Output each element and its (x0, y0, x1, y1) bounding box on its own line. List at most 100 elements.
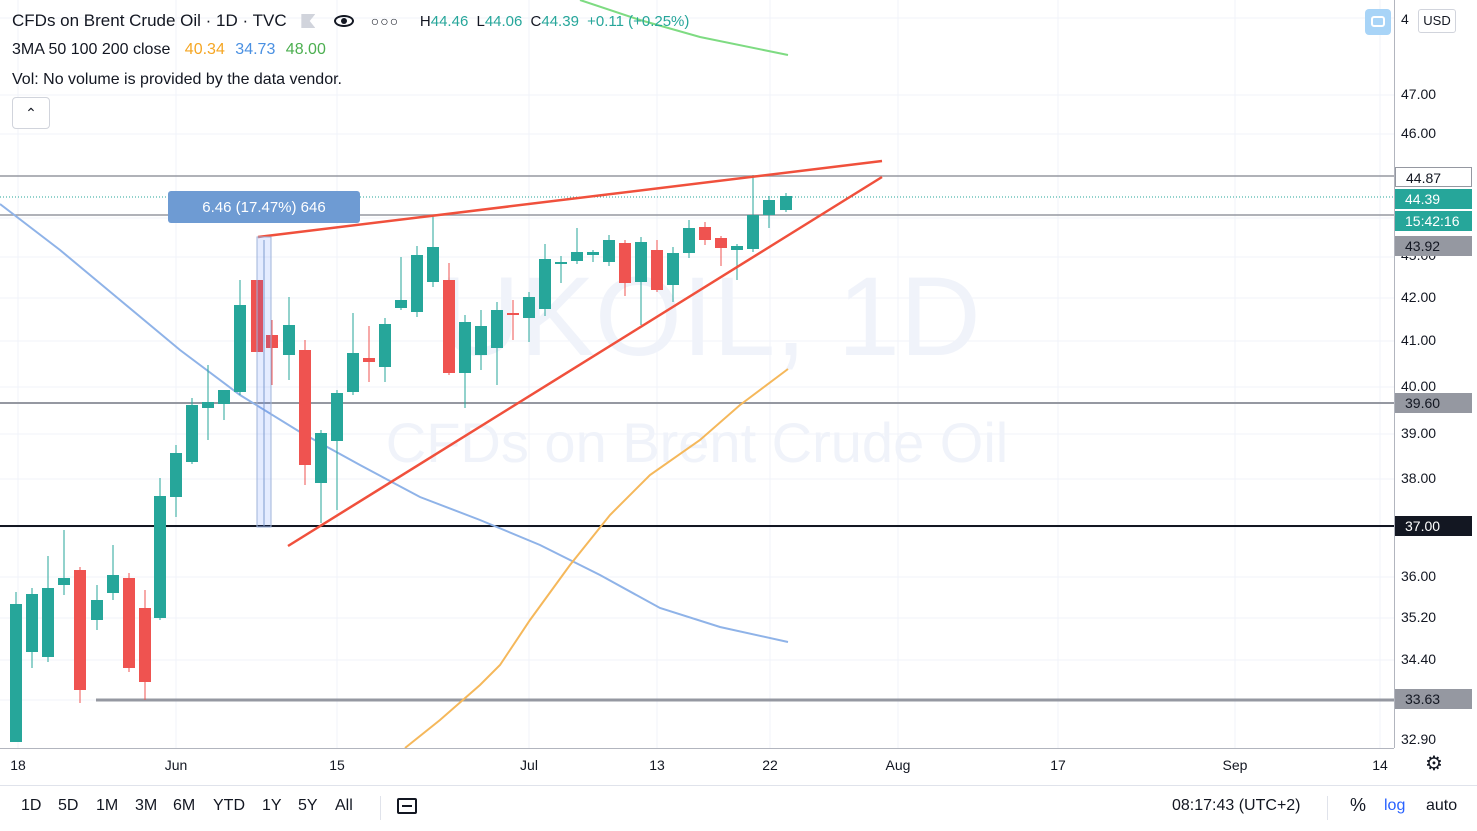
candle (186, 398, 198, 464)
date-range-icon[interactable] (397, 798, 417, 814)
candle (107, 545, 119, 600)
range-button-1d[interactable]: 1D (21, 797, 42, 814)
more-icon[interactable]: ○○○ (370, 13, 400, 29)
price-tag-level-high[interactable]: 44.87 (1395, 167, 1472, 187)
candle (475, 310, 487, 370)
price-tag-level-mid[interactable]: 43.92 (1395, 236, 1472, 256)
price-tag-level-low[interactable]: 33.63 (1395, 689, 1472, 709)
range-button-1m[interactable]: 1M (96, 797, 119, 814)
candle (491, 302, 503, 385)
price-tag-level-37[interactable]: 37.00 (1395, 516, 1472, 536)
time-tick: 18 (10, 757, 26, 773)
price-tick: 35.20 (1401, 609, 1437, 625)
ma100-line[interactable] (0, 203, 789, 643)
candle (539, 244, 551, 316)
price-tag-level-39[interactable]: 39.60 (1395, 393, 1472, 413)
price-tick: 47.00 (1401, 86, 1437, 102)
high-label: H (419, 13, 431, 30)
candle (283, 297, 295, 380)
price-tick: 36.00 (1401, 568, 1437, 584)
candle (58, 530, 70, 595)
range-button-6m[interactable]: 6M (173, 797, 196, 814)
lower-trend-line[interactable] (287, 175, 883, 548)
candle (683, 220, 695, 258)
time-tick: Sep (1222, 757, 1248, 773)
log-toggle[interactable]: log (1384, 797, 1406, 814)
ma200-value: 48.00 (285, 41, 326, 58)
ma200-line[interactable] (579, 0, 789, 56)
candle (443, 263, 455, 375)
range-button-1y[interactable]: 1Y (262, 797, 282, 814)
candle (427, 215, 439, 287)
chart-pane[interactable]: UKOIL, 1D CFDs on Brent Crude Oil 6.46 (… (0, 0, 1394, 748)
candle (139, 590, 151, 700)
time-tick: 13 (649, 757, 665, 773)
candle (74, 567, 86, 703)
ma100-value: 34.73 (235, 41, 276, 58)
price-tick: 39.00 (1401, 425, 1437, 441)
candle (395, 257, 407, 310)
time-tick: Jul (520, 757, 538, 773)
candle (715, 236, 727, 266)
ma50-value: 40.34 (184, 41, 225, 58)
percent-toggle[interactable]: % (1350, 795, 1367, 815)
price-tick: 38.00 (1401, 470, 1437, 486)
candle (651, 240, 663, 292)
price-chart[interactable]: UKOIL, 1D CFDs on Brent Crude Oil 6.46 (… (0, 0, 1394, 748)
candle (331, 390, 343, 510)
candle (315, 430, 327, 523)
price-tick: 46.00 (1401, 125, 1437, 141)
settings-gear-icon[interactable]: ⚙ (1425, 753, 1443, 775)
legend-ma-row[interactable]: 3MA 50 100 200 close 40.34 34.73 48.00 (12, 41, 326, 59)
time-tick: Jun (164, 757, 188, 773)
chevron-up-icon: ⌃ (25, 105, 37, 121)
candle (154, 478, 166, 620)
candle (363, 326, 375, 382)
range-button-5d[interactable]: 5D (58, 797, 79, 814)
candle (91, 585, 103, 630)
time-axis[interactable]: 18 Jun 15 Jul 13 22 Aug 17 Sep 14 (0, 748, 1394, 785)
candle (507, 300, 519, 340)
candle (379, 318, 391, 382)
upper-trend-line[interactable] (257, 159, 883, 239)
price-axis[interactable]: 447.0046.0045.0042.0041.0040.0039.0038.0… (1365, 0, 1477, 748)
symbol-title[interactable]: CFDs on Brent Crude Oil · 1D · TVC (12, 11, 287, 30)
candle (667, 247, 679, 302)
range-button-all[interactable]: All (335, 797, 353, 814)
clock-text[interactable]: 08:17:43 (UTC+2) (1172, 797, 1301, 814)
currency-button[interactable]: USD (1418, 9, 1456, 33)
auto-toggle[interactable]: auto (1426, 797, 1458, 814)
price-tag-countdown[interactable]: 15:42:16 (1395, 211, 1472, 231)
candle (747, 175, 759, 252)
candle (42, 556, 54, 662)
legend-title-row: CFDs on Brent Crude Oil · 1D · TVC ○○○ H… (12, 11, 689, 31)
candle (218, 390, 230, 420)
time-tick: 14 (1372, 757, 1388, 773)
bottom-toolbar: 1D 5D 1M 3M 6M YTD 1Y 5Y All 08:17:43 (UTC+2) % … (0, 785, 1477, 831)
flag-icon[interactable] (301, 14, 316, 28)
toolbar-separator (1327, 796, 1328, 820)
price-tag-last-price[interactable]: 44.39 (1395, 189, 1472, 209)
range-button-5y[interactable]: 5Y (298, 797, 318, 814)
candle (555, 256, 567, 283)
range-button-3m[interactable]: 3M (135, 797, 158, 814)
low-label: L (476, 13, 485, 30)
change-value: +0.11 (+0.25%) (587, 13, 690, 30)
candle (123, 573, 135, 672)
legend-vol-row[interactable]: Vol: No volume is provided by the data v… (12, 71, 342, 89)
candle (170, 445, 182, 517)
horizontal-levels (0, 175, 1394, 702)
range-button-ytd[interactable]: YTD (213, 797, 245, 814)
measure-label-box[interactable] (168, 191, 360, 223)
collapse-legend-button[interactable]: ⌃ (12, 97, 50, 129)
moving-averages (0, 0, 789, 748)
ma50-line[interactable] (404, 368, 789, 748)
candle (347, 313, 359, 395)
scale-mode-icon[interactable] (1365, 9, 1391, 35)
candle (10, 592, 22, 742)
candlesticks (10, 175, 792, 742)
drawings[interactable]: 6.46 (17.47%) 646 (168, 159, 883, 548)
close-label: C (530, 13, 542, 30)
eye-icon[interactable] (334, 15, 355, 27)
candle (571, 228, 583, 264)
